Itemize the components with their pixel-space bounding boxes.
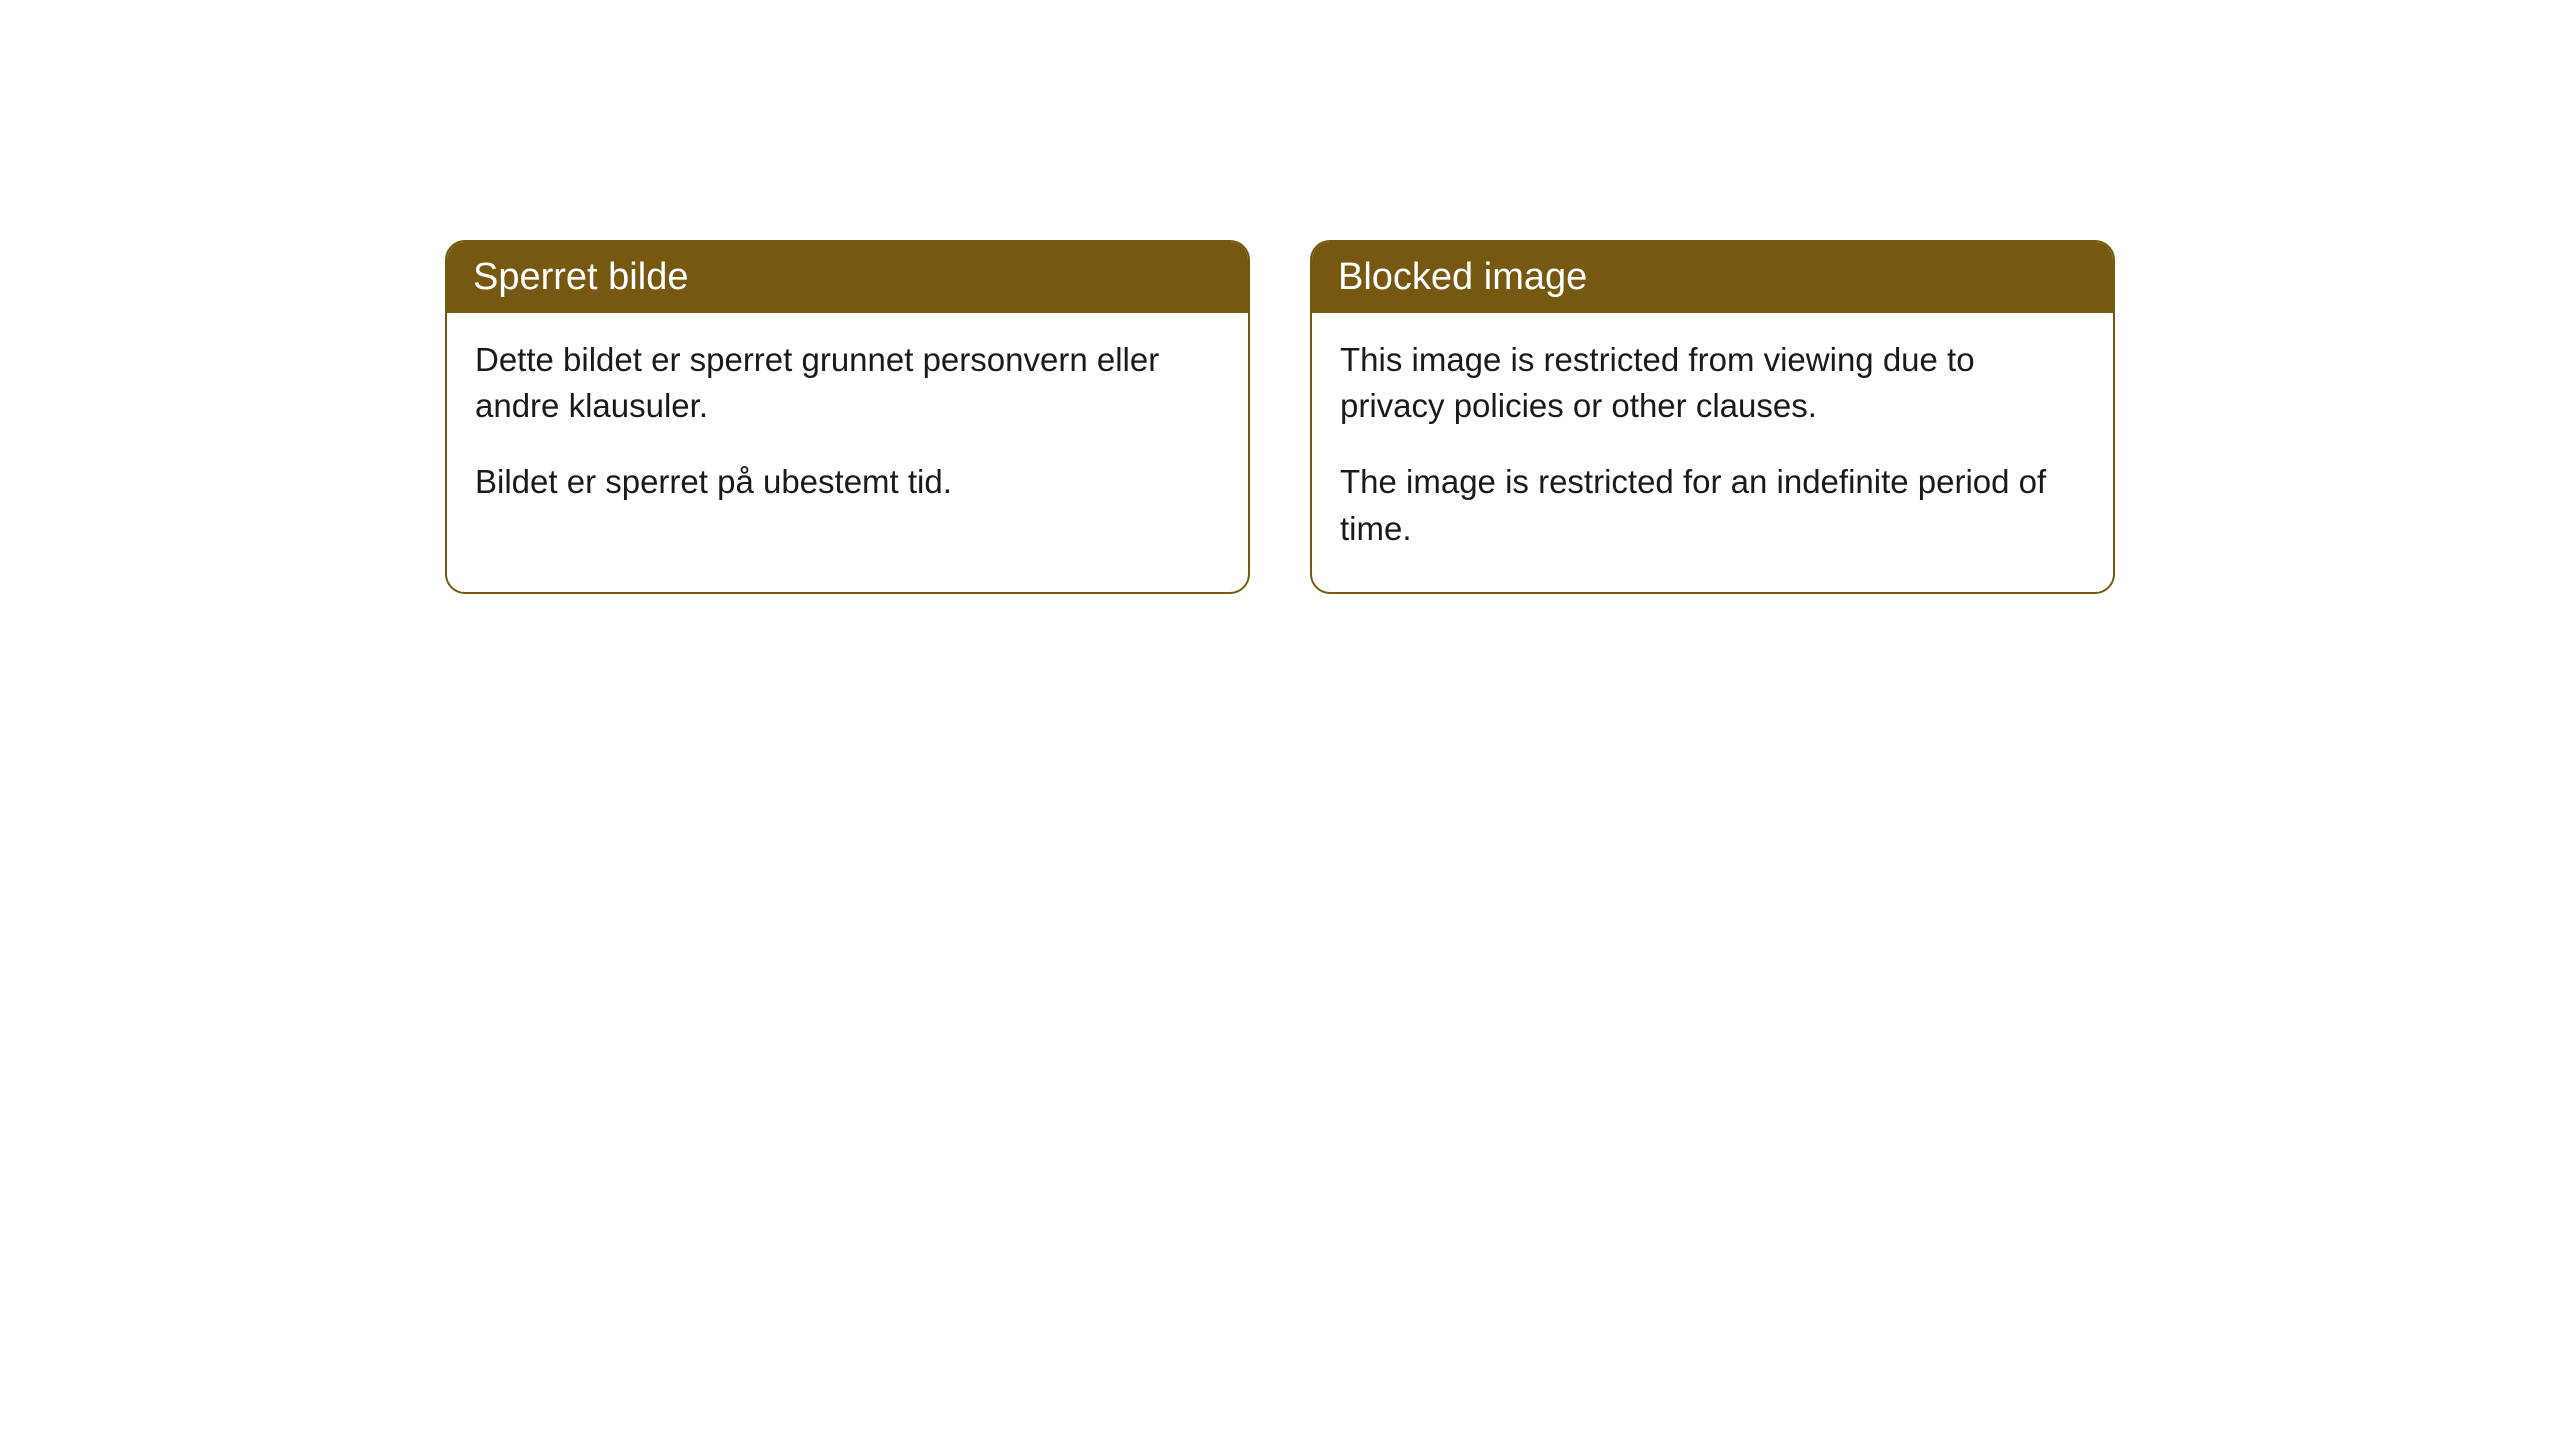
card-norwegian: Sperret bilde Dette bildet er sperret gr… [445, 240, 1250, 594]
card-body: This image is restricted from viewing du… [1312, 313, 2113, 592]
cards-container: Sperret bilde Dette bildet er sperret gr… [445, 240, 2115, 594]
card-paragraph: Dette bildet er sperret grunnet personve… [475, 337, 1220, 429]
card-english: Blocked image This image is restricted f… [1310, 240, 2115, 594]
card-paragraph: This image is restricted from viewing du… [1340, 337, 2085, 429]
card-header: Blocked image [1312, 242, 2113, 313]
card-header: Sperret bilde [447, 242, 1248, 313]
card-paragraph: Bildet er sperret på ubestemt tid. [475, 459, 1220, 505]
card-body: Dette bildet er sperret grunnet personve… [447, 313, 1248, 546]
card-title: Blocked image [1338, 256, 1587, 298]
card-title: Sperret bilde [473, 256, 688, 298]
card-paragraph: The image is restricted for an indefinit… [1340, 459, 2085, 551]
